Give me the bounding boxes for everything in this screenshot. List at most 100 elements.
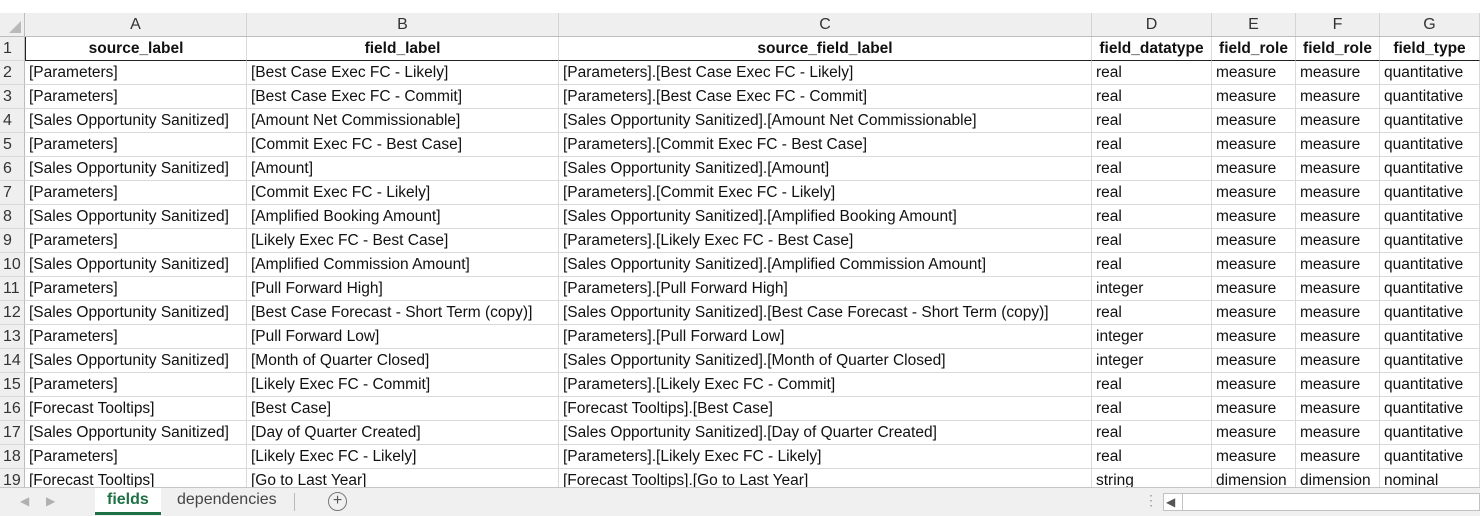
column-header-g[interactable]: G bbox=[1380, 13, 1480, 36]
cell[interactable]: quantitative bbox=[1380, 397, 1480, 421]
cell[interactable]: [Parameters] bbox=[25, 85, 247, 109]
plus-circle-icon[interactable]: + bbox=[328, 492, 347, 511]
cell[interactable]: measure bbox=[1296, 229, 1380, 253]
cell[interactable]: [Amount] bbox=[247, 157, 559, 181]
cell[interactable]: measure bbox=[1296, 253, 1380, 277]
cell[interactable]: field_datatype bbox=[1092, 37, 1212, 61]
cell[interactable]: [Parameters] bbox=[25, 61, 247, 85]
cell[interactable]: measure bbox=[1212, 277, 1296, 301]
chevron-right-icon[interactable]: ▶ bbox=[46, 494, 56, 508]
cell[interactable]: [Likely Exec FC - Commit] bbox=[247, 373, 559, 397]
cell[interactable]: [Forecast Tooltips] bbox=[25, 469, 247, 487]
cell[interactable]: real bbox=[1092, 301, 1212, 325]
cell[interactable]: [Parameters] bbox=[25, 325, 247, 349]
tab-dependencies[interactable]: dependencies bbox=[177, 491, 277, 508]
row-number[interactable]: 4 bbox=[0, 109, 25, 133]
column-header-c[interactable]: C bbox=[559, 13, 1092, 36]
cell[interactable]: real bbox=[1092, 253, 1212, 277]
cell[interactable]: [Parameters].[Best Case Exec FC - Likely… bbox=[559, 61, 1092, 85]
cell[interactable]: quantitative bbox=[1380, 253, 1480, 277]
cell[interactable]: real bbox=[1092, 421, 1212, 445]
cell[interactable]: real bbox=[1092, 61, 1212, 85]
cell[interactable]: [Parameters].[Best Case Exec FC - Commit… bbox=[559, 85, 1092, 109]
row-number[interactable]: 19 bbox=[0, 469, 25, 487]
cell[interactable]: measure bbox=[1212, 133, 1296, 157]
cell[interactable]: [Parameters].[Likely Exec FC - Best Case… bbox=[559, 229, 1092, 253]
cell[interactable]: [Forecast Tooltips].[Best Case] bbox=[559, 397, 1092, 421]
cell[interactable]: real bbox=[1092, 85, 1212, 109]
cell[interactable]: quantitative bbox=[1380, 445, 1480, 469]
scroll-left-icon[interactable]: ◀ bbox=[1166, 495, 1176, 509]
cell[interactable]: measure bbox=[1296, 397, 1380, 421]
row-number[interactable]: 6 bbox=[0, 157, 25, 181]
cell[interactable]: measure bbox=[1296, 349, 1380, 373]
cell[interactable]: quantitative bbox=[1380, 277, 1480, 301]
select-all-corner[interactable] bbox=[0, 13, 25, 36]
cell[interactable]: measure bbox=[1212, 445, 1296, 469]
cell[interactable]: quantitative bbox=[1380, 133, 1480, 157]
cell[interactable]: [Parameters].[Pull Forward High] bbox=[559, 277, 1092, 301]
cell[interactable]: real bbox=[1092, 373, 1212, 397]
cell[interactable]: measure bbox=[1296, 301, 1380, 325]
cell[interactable]: [Sales Opportunity Sanitized].[Amplified… bbox=[559, 253, 1092, 277]
cell[interactable]: field_label bbox=[247, 37, 559, 61]
row-number[interactable]: 13 bbox=[0, 325, 25, 349]
cell[interactable]: real bbox=[1092, 445, 1212, 469]
cell[interactable]: [Sales Opportunity Sanitized] bbox=[25, 349, 247, 373]
cell[interactable]: [Go to Last Year] bbox=[247, 469, 559, 487]
cell[interactable]: real bbox=[1092, 229, 1212, 253]
cell[interactable]: integer bbox=[1092, 349, 1212, 373]
cell[interactable]: measure bbox=[1296, 157, 1380, 181]
cell[interactable]: measure bbox=[1212, 325, 1296, 349]
cell[interactable]: [Amplified Booking Amount] bbox=[247, 205, 559, 229]
cell[interactable]: [Parameters] bbox=[25, 229, 247, 253]
cell[interactable]: [Sales Opportunity Sanitized] bbox=[25, 301, 247, 325]
cell[interactable]: measure bbox=[1296, 61, 1380, 85]
cell[interactable]: measure bbox=[1212, 109, 1296, 133]
cell[interactable]: measure bbox=[1296, 181, 1380, 205]
row-number[interactable]: 9 bbox=[0, 229, 25, 253]
cell[interactable]: [Amplified Commission Amount] bbox=[247, 253, 559, 277]
row-number[interactable]: 11 bbox=[0, 277, 25, 301]
cell[interactable]: [Pull Forward Low] bbox=[247, 325, 559, 349]
cell[interactable]: [Best Case Exec FC - Commit] bbox=[247, 85, 559, 109]
cell[interactable]: [Parameters] bbox=[25, 445, 247, 469]
cell[interactable]: [Best Case] bbox=[247, 397, 559, 421]
cell[interactable]: [Commit Exec FC - Best Case] bbox=[247, 133, 559, 157]
cell[interactable]: measure bbox=[1212, 421, 1296, 445]
cell[interactable]: [Forecast Tooltips].[Go to Last Year] bbox=[559, 469, 1092, 487]
row-number[interactable]: 5 bbox=[0, 133, 25, 157]
cell[interactable]: [Sales Opportunity Sanitized].[Amount Ne… bbox=[559, 109, 1092, 133]
row-number[interactable]: 16 bbox=[0, 397, 25, 421]
column-header-f[interactable]: F bbox=[1296, 13, 1380, 36]
cell[interactable]: real bbox=[1092, 397, 1212, 421]
cell[interactable]: quantitative bbox=[1380, 325, 1480, 349]
cell[interactable]: string bbox=[1092, 469, 1212, 487]
cell[interactable]: quantitative bbox=[1380, 157, 1480, 181]
cell[interactable]: integer bbox=[1092, 277, 1212, 301]
cell[interactable]: measure bbox=[1212, 61, 1296, 85]
cell[interactable]: [Parameters] bbox=[25, 277, 247, 301]
cell[interactable]: [Parameters].[Pull Forward Low] bbox=[559, 325, 1092, 349]
cell[interactable]: [Sales Opportunity Sanitized].[Day of Qu… bbox=[559, 421, 1092, 445]
cell[interactable]: field_type bbox=[1380, 37, 1480, 61]
cell[interactable]: [Month of Quarter Closed] bbox=[247, 349, 559, 373]
cell[interactable]: measure bbox=[1212, 301, 1296, 325]
cell[interactable]: measure bbox=[1212, 205, 1296, 229]
row-number[interactable]: 12 bbox=[0, 301, 25, 325]
cell[interactable]: [Parameters].[Commit Exec FC - Likely] bbox=[559, 181, 1092, 205]
cell[interactable]: quantitative bbox=[1380, 61, 1480, 85]
cell[interactable]: measure bbox=[1212, 85, 1296, 109]
cell[interactable]: [Sales Opportunity Sanitized].[Amount] bbox=[559, 157, 1092, 181]
chevron-left-icon[interactable]: ◀ bbox=[20, 494, 30, 508]
cell[interactable]: quantitative bbox=[1380, 229, 1480, 253]
cell[interactable]: measure bbox=[1296, 85, 1380, 109]
tab-fields[interactable]: fields bbox=[95, 488, 161, 515]
cell[interactable]: [Forecast Tooltips] bbox=[25, 397, 247, 421]
column-header-d[interactable]: D bbox=[1092, 13, 1212, 36]
cell[interactable]: [Amount Net Commissionable] bbox=[247, 109, 559, 133]
cell[interactable]: [Parameters] bbox=[25, 181, 247, 205]
cell[interactable]: [Parameters] bbox=[25, 133, 247, 157]
cell[interactable]: measure bbox=[1296, 205, 1380, 229]
cell[interactable]: measure bbox=[1296, 277, 1380, 301]
